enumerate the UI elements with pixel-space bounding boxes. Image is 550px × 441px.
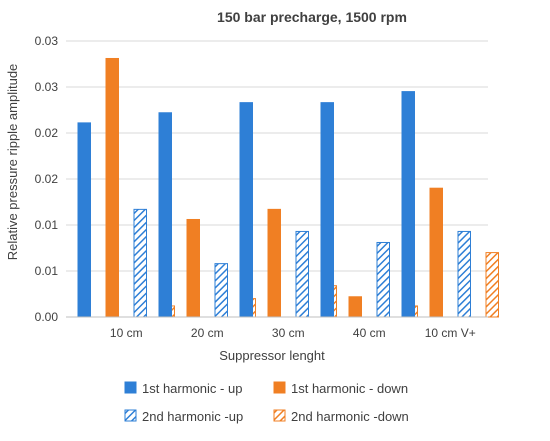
- legend-swatch: [273, 409, 286, 422]
- y-axis-label: Relative pressure ripple amplitude: [5, 64, 20, 261]
- y-axis-ticks: 0.00 0.01 0.01 0.02 0.02 0.03 0.03: [35, 34, 59, 324]
- bars: [77, 57, 499, 318]
- bar: [105, 57, 119, 318]
- legend-swatch: [124, 381, 137, 394]
- bar: [214, 263, 228, 318]
- legend-label: 2nd harmonic -down: [291, 409, 409, 424]
- y-tick-label: 0.01: [35, 218, 59, 232]
- x-tick-label: 30 cm: [272, 326, 305, 340]
- legend-label: 2nd harmonic -up: [142, 409, 243, 424]
- bar: [239, 102, 253, 318]
- y-tick-label: 0.03: [35, 34, 59, 48]
- legend: 1st harmonic - up 1st harmonic - down 2nd …: [124, 381, 409, 424]
- bar: [158, 112, 172, 318]
- legend-swatch: [124, 409, 137, 422]
- y-tick-label: 0.01: [35, 264, 59, 278]
- legend-label: 1st harmonic - down: [291, 381, 408, 396]
- y-tick-label: 0.02: [35, 126, 59, 140]
- bar: [485, 252, 499, 318]
- x-tick-label: 40 cm: [353, 326, 386, 340]
- y-tick-label: 0.02: [35, 172, 59, 186]
- y-tick-label: 0.00: [35, 310, 59, 324]
- bar: [376, 241, 390, 318]
- bar: [295, 230, 309, 318]
- bar: [320, 102, 334, 318]
- x-tick-label: 10 cm V+: [425, 326, 476, 340]
- x-axis-label: Suppressor lenght: [219, 348, 325, 363]
- bar: [77, 122, 91, 318]
- bar: [401, 91, 415, 318]
- bar: [429, 187, 443, 318]
- x-axis-ticks: 10 cm 20 cm 30 cm 40 cm 10 cm V+: [110, 326, 476, 340]
- bar: [133, 208, 147, 318]
- bar: [186, 218, 200, 318]
- chart-title: 150 bar precharge, 1500 rpm: [217, 9, 407, 25]
- bar: [348, 296, 362, 318]
- legend-label: 1st harmonic - up: [142, 381, 242, 396]
- x-tick-label: 10 cm: [110, 326, 143, 340]
- legend-swatch: [273, 381, 286, 394]
- x-tick-label: 20 cm: [191, 326, 224, 340]
- bar: [267, 208, 281, 318]
- bar: [457, 230, 471, 318]
- y-tick-label: 0.03: [35, 80, 59, 94]
